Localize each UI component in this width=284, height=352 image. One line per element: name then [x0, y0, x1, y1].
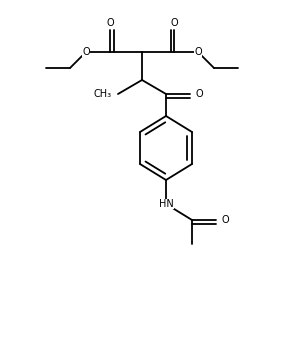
Text: O: O: [194, 47, 202, 57]
Text: HN: HN: [159, 199, 173, 209]
Text: O: O: [106, 18, 114, 28]
Text: CH₃: CH₃: [94, 89, 112, 99]
Text: O: O: [82, 47, 90, 57]
Text: O: O: [195, 89, 203, 99]
Text: O: O: [221, 215, 229, 225]
Text: O: O: [170, 18, 178, 28]
